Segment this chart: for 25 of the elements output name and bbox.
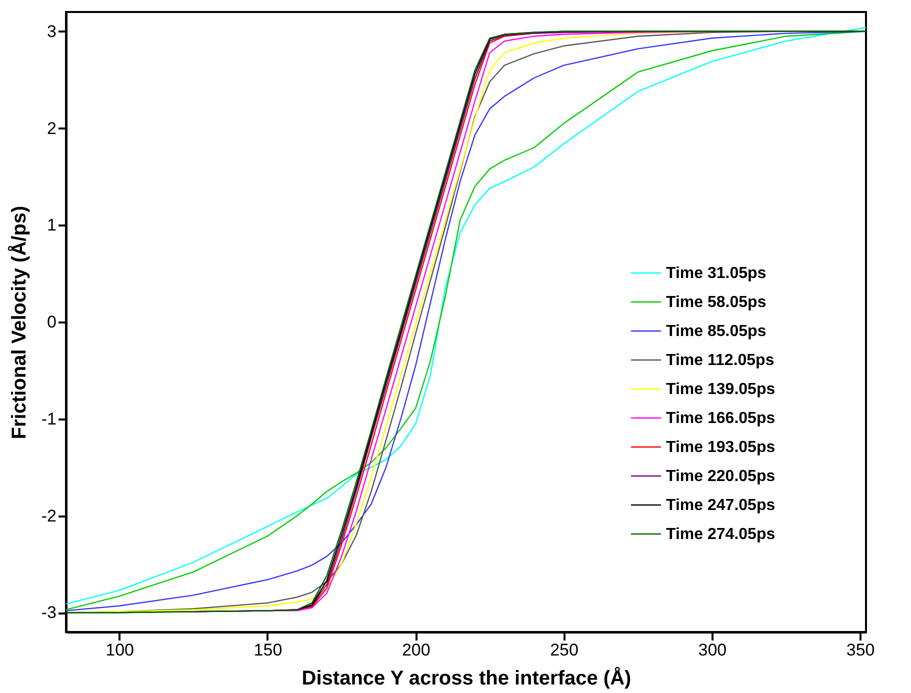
x-axis-title: Distance Y across the interface (Å)	[302, 666, 632, 690]
legend-label: Time 58.05ps	[666, 294, 766, 311]
x-tick-label: 300	[698, 640, 727, 660]
legend-label: Time 166.05ps	[666, 410, 776, 427]
y-tick-label: 0	[47, 312, 56, 332]
legend-label: Time 193.05ps	[666, 439, 776, 456]
x-tick-label: 100	[106, 640, 134, 660]
legend-label: Time 247.05ps	[666, 497, 776, 514]
y-tick-label: -2	[41, 506, 56, 526]
legend-label: Time 31.05ps	[666, 265, 766, 282]
legend-label: Time 274.05ps	[666, 526, 776, 543]
x-tick-label: 250	[550, 640, 578, 660]
legend-label: Time 220.05ps	[666, 468, 776, 485]
y-tick-label: -3	[41, 603, 56, 622]
x-tick-label: 150	[254, 640, 282, 660]
y-tick-label: 1	[47, 216, 56, 235]
y-tick-label: -1	[41, 409, 56, 428]
y-tick-label: 2	[47, 118, 56, 138]
legend-label: Time 139.05ps	[666, 381, 776, 398]
legend-label: Time 85.05ps	[666, 323, 766, 340]
legend-label: Time 112.05ps	[666, 352, 774, 369]
y-axis-title: Frictional Velocity (Å/ps)	[7, 206, 30, 440]
x-tick-label: 350	[846, 640, 875, 660]
y-tick-label: 3	[47, 22, 56, 41]
x-tick-label: 200	[402, 640, 430, 660]
